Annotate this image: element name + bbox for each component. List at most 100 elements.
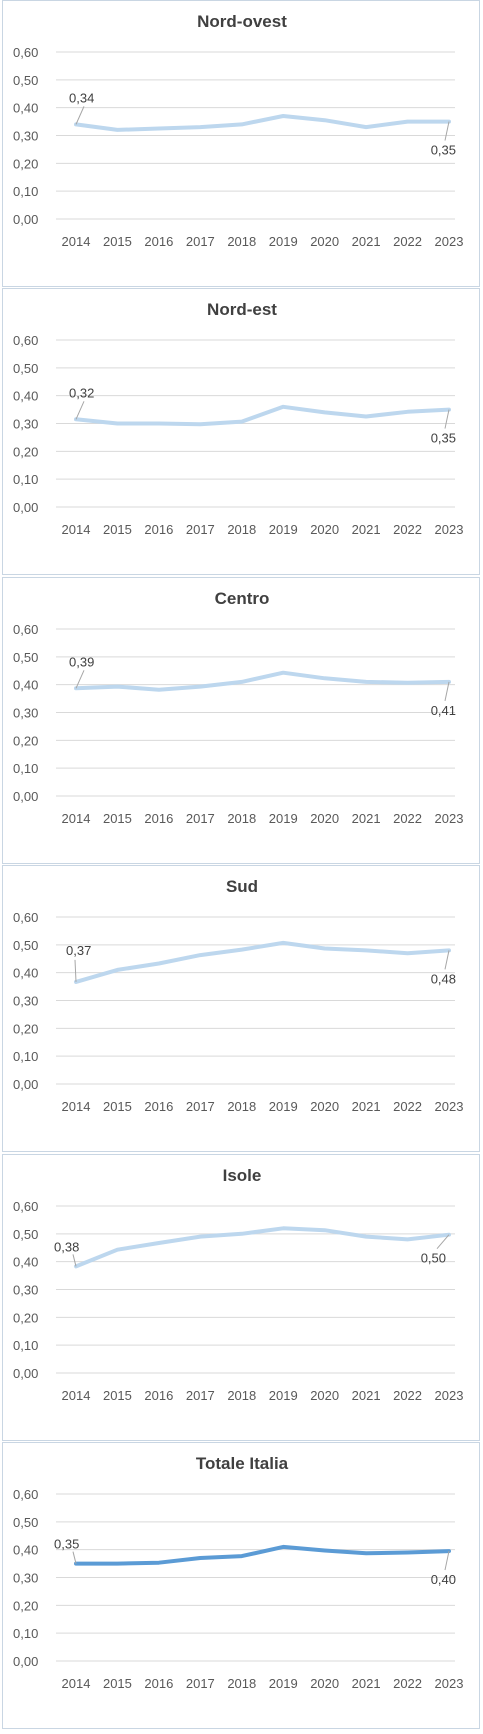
chart-panel: Sud 0,00 0,10 0,20 0,30 0,40 0,50 0,60 2014 2015 2… [2,865,480,1152]
data-label-leader [72,1254,77,1267]
x-tick-label: 2016 [144,1099,173,1114]
line-chart: Totale Italia 0,00 0,10 0,20 0,30 0,40 0,50 0,6… [13,1454,463,1691]
series-line [74,1226,451,1269]
series-line [74,114,451,132]
data-label-leader [444,1550,450,1571]
x-tick-label: 2018 [227,811,256,826]
data-label: 0,48 [431,971,456,986]
x-tick-label: 2023 [435,1388,464,1403]
x-tick-label: 2014 [62,1099,91,1114]
y-tick-label: 0,30 [13,417,38,432]
x-tick-label: 2016 [144,1676,173,1691]
y-tick-label: 0,00 [13,500,38,515]
y-tick-label: 0,10 [13,1338,38,1353]
y-tick-label: 0,50 [13,361,38,376]
x-tick-label: 2020 [310,811,339,826]
data-label: 0,35 [431,143,456,158]
x-tick-label: 2019 [269,234,298,249]
x-tick-label: 2022 [393,522,422,537]
chart-title: Isole [223,1166,262,1185]
y-tick-label: 0,10 [13,472,38,487]
data-label-leader [74,959,77,982]
x-tick-label: 2018 [227,234,256,249]
y-tick-label: 0,20 [13,1310,38,1325]
x-tick-label: 2016 [144,811,173,826]
y-tick-label: 0,30 [13,1571,38,1586]
chart-title: Nord-ovest [197,12,287,31]
y-tick-label: 0,20 [13,156,38,171]
y-tick-label: 0,40 [13,966,38,981]
y-tick-label: 0,60 [13,910,38,925]
x-tick-label: 2019 [269,1676,298,1691]
data-label-leader [436,1234,450,1249]
data-label-leader [444,121,450,141]
y-tick-label: 0,30 [13,994,38,1009]
x-tick-label: 2015 [103,1099,132,1114]
data-label: 0,37 [66,943,91,958]
x-tick-label: 2018 [227,1676,256,1691]
series-line [74,1544,451,1566]
x-tick-label: 2020 [310,1676,339,1691]
y-tick-label: 0,60 [13,1487,38,1502]
y-tick-label: 0,60 [13,333,38,348]
x-tick-label: 2015 [103,1388,132,1403]
x-tick-label: 2016 [144,1388,173,1403]
y-tick-label: 0,30 [13,129,38,144]
chart-panel: Centro 0,00 0,10 0,20 0,30 0,40 0,50 0,60 2014 20… [2,577,480,864]
y-tick-label: 0,30 [13,1283,38,1298]
line-chart: Nord-est 0,00 0,10 0,20 0,30 0,40 0,50 0,60 2014… [13,300,464,537]
x-tick-label: 2014 [62,522,91,537]
x-tick-label: 2022 [393,1099,422,1114]
data-label: 0,35 [431,431,456,446]
y-tick-label: 0,60 [13,622,38,637]
data-label-leader [444,681,450,701]
chart-panel: Isole 0,00 0,10 0,20 0,30 0,40 0,50 0,60 2014 201… [2,1154,480,1441]
data-label: 0,40 [431,1572,456,1587]
x-tick-label: 2014 [62,1676,91,1691]
chart-title: Centro [215,589,270,608]
data-label: 0,41 [431,703,456,718]
data-label-leader [75,670,85,689]
x-tick-label: 2022 [393,1676,422,1691]
x-tick-label: 2020 [310,1099,339,1114]
x-tick-label: 2015 [103,522,132,537]
x-tick-label: 2023 [435,1099,464,1114]
line-chart: Sud 0,00 0,10 0,20 0,30 0,40 0,50 0,60 2014 2015 2… [13,877,464,1114]
x-tick-label: 2018 [227,522,256,537]
data-label: 0,38 [54,1239,79,1254]
data-label-leader [444,409,450,429]
x-tick-label: 2021 [352,234,381,249]
x-tick-label: 2020 [310,234,339,249]
chart-title: Nord-est [207,300,277,319]
chart-title: Totale Italia [196,1454,289,1473]
chart-panel: Nord-ovest 0,00 0,10 0,20 0,30 0,40 0,50 0,60 20… [2,0,480,287]
data-label-leader [444,950,450,970]
y-tick-label: 0,10 [13,1626,38,1641]
x-tick-label: 2021 [352,1099,381,1114]
x-tick-label: 2023 [435,811,464,826]
y-tick-label: 0,20 [13,1021,38,1036]
x-tick-label: 2017 [186,522,215,537]
y-tick-label: 0,50 [13,1227,38,1242]
data-label-leader [75,106,85,125]
x-tick-label: 2015 [103,234,132,249]
x-tick-label: 2022 [393,1388,422,1403]
y-tick-label: 0,20 [13,733,38,748]
data-label: 0,32 [69,385,94,400]
series-line [74,940,451,984]
x-tick-label: 2017 [186,811,215,826]
x-tick-label: 2023 [435,234,464,249]
x-tick-label: 2020 [310,1388,339,1403]
x-tick-label: 2023 [435,522,464,537]
x-tick-label: 2015 [103,1676,132,1691]
y-tick-label: 0,40 [13,1543,38,1558]
y-tick-label: 0,60 [13,45,38,60]
line-chart: Isole 0,00 0,10 0,20 0,30 0,40 0,50 0,60 2014 201… [13,1166,464,1403]
y-tick-label: 0,60 [13,1199,38,1214]
y-tick-label: 0,00 [13,1654,38,1669]
line-chart: Nord-ovest 0,00 0,10 0,20 0,30 0,40 0,50 0,60 20… [13,12,464,249]
x-tick-label: 2021 [352,1388,381,1403]
y-tick-label: 0,10 [13,1049,38,1064]
y-tick-label: 0,50 [13,1515,38,1530]
